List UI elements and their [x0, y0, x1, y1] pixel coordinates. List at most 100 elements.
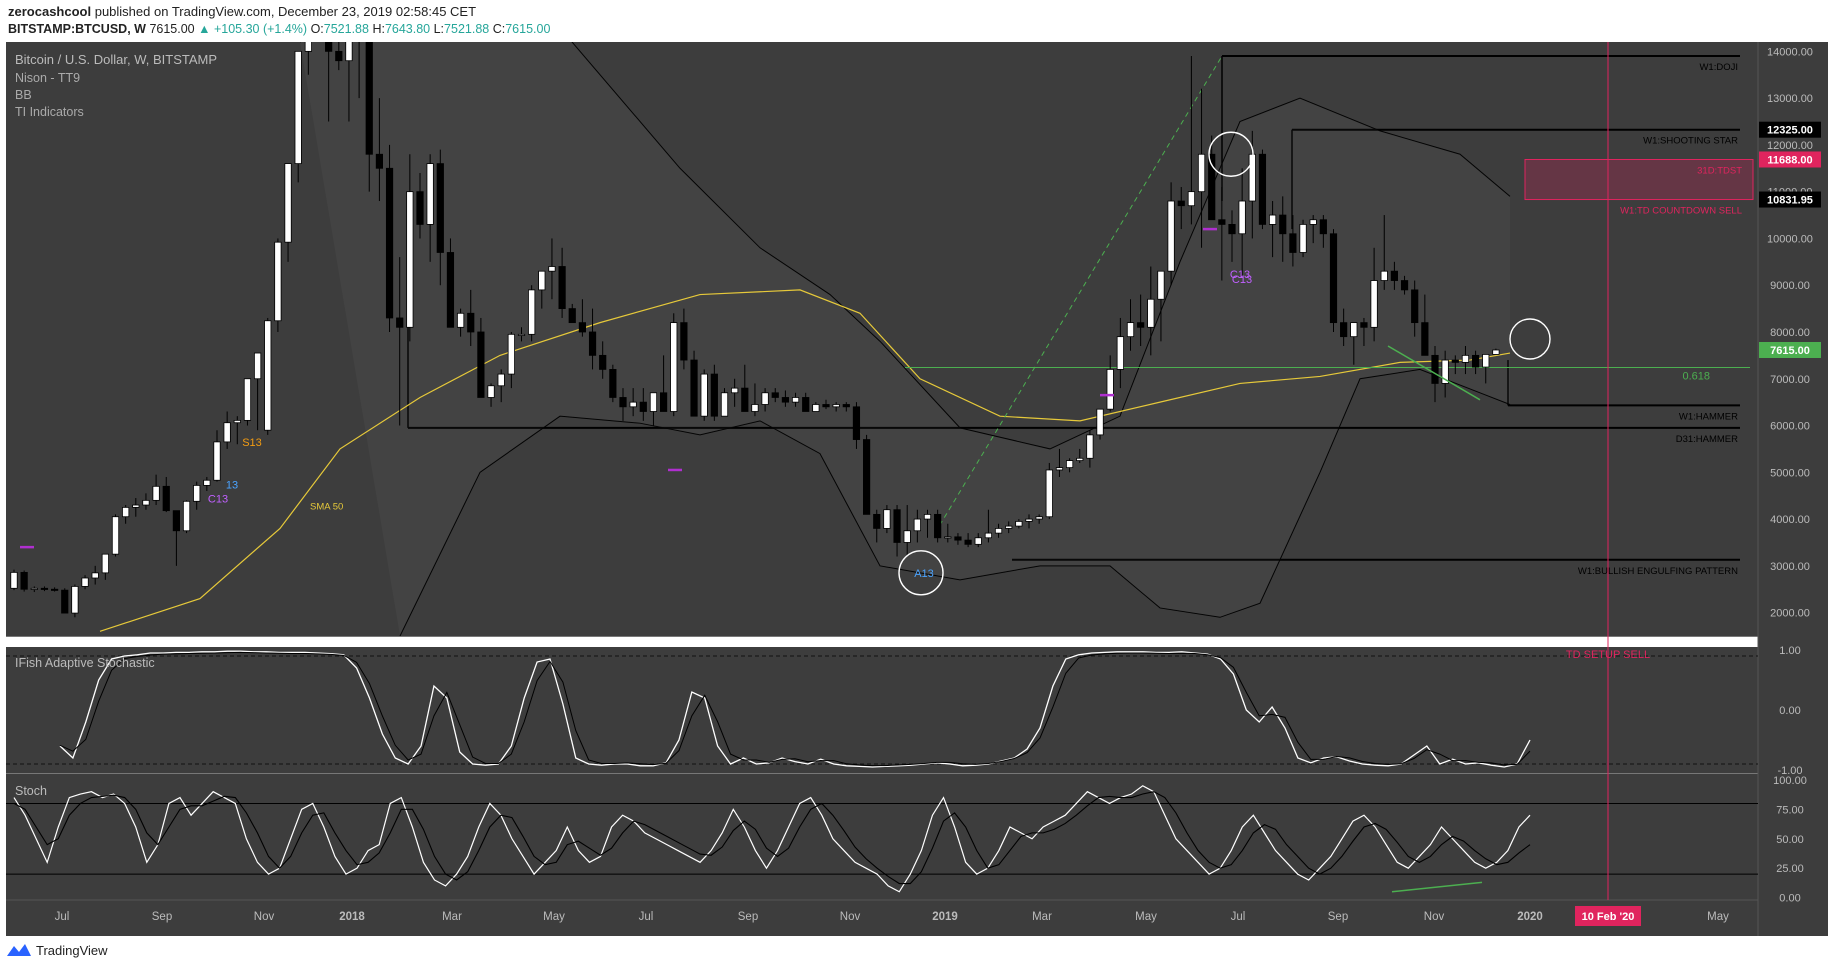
- candle-body: [578, 322, 587, 333]
- candle-body: [791, 397, 800, 403]
- stoch-pane[interactable]: [6, 785, 1758, 893]
- pane-divider[interactable]: [6, 636, 1758, 637]
- time-scale-bg[interactable]: [6, 900, 1828, 936]
- ifish-tick-label: 1.00: [1779, 645, 1800, 657]
- main-pane[interactable]: W1:DOJI W1:SHOOTING STAR W1:HAMMER D31:HAMM…: [10, 0, 1754, 636]
- candle-body: [436, 163, 444, 253]
- price-scale-bg[interactable]: [1758, 42, 1828, 900]
- footer-brand[interactable]: TradingView: [6, 942, 108, 958]
- brand-name: TradingView: [36, 942, 108, 958]
- candle-body: [609, 369, 617, 398]
- price-tick-label: 13000.00: [1767, 93, 1813, 105]
- candle-body: [1197, 153, 1206, 193]
- candle-body: [1411, 289, 1419, 324]
- candle-body: [1248, 153, 1256, 202]
- time-tick-label: Jul: [639, 911, 654, 923]
- candle-body: [903, 530, 911, 543]
- candle-body: [1025, 518, 1033, 522]
- ifish-title[interactable]: IFish Adaptive Stochastic: [15, 656, 155, 670]
- ifish-signal-line: [59, 651, 1531, 767]
- stoch-tick-label: 75.00: [1776, 804, 1804, 816]
- candle-body: [40, 587, 49, 590]
- highlight-circle: [898, 550, 944, 596]
- candle-body: [111, 516, 120, 555]
- candle-body: [660, 392, 668, 412]
- symbol-label[interactable]: BITSTAMP:BTCUSD, W: [8, 22, 146, 36]
- candle-body: [172, 510, 180, 532]
- time-tick-label: 2019: [932, 911, 958, 923]
- candle-body: [619, 397, 627, 408]
- price-tick-label: 7000.00: [1770, 374, 1810, 386]
- time-tick-label: Jul: [1231, 911, 1246, 923]
- published-text: published on TradingView.com, December 2…: [94, 4, 477, 19]
- td-annotation: 13: [226, 480, 238, 492]
- candle-body: [1461, 354, 1470, 363]
- candle-body: [1472, 354, 1480, 368]
- candle-body: [822, 404, 830, 408]
- candle-body: [1370, 280, 1378, 328]
- candle-body: [456, 312, 465, 328]
- candle-body: [30, 587, 38, 590]
- time-tick-label: Nov: [840, 911, 861, 923]
- candle-body: [1431, 354, 1439, 384]
- candle-body: [832, 404, 840, 408]
- stoch-title[interactable]: Stoch: [15, 784, 47, 798]
- fib-projection: [934, 55, 1223, 534]
- candle-body: [812, 404, 820, 412]
- candle-body: [1309, 219, 1317, 225]
- time-tick-label: Mar: [442, 911, 462, 923]
- tradingview-logo-icon: [7, 944, 31, 956]
- level-label: D31:HAMMER: [1676, 434, 1738, 445]
- stoch-tick-label: 50.00: [1776, 834, 1804, 846]
- legend-item[interactable]: BB: [15, 88, 32, 102]
- td-annotation: C13: [208, 494, 228, 506]
- price-badge-label: 7615.00: [1770, 345, 1810, 357]
- candle-body: [81, 577, 89, 587]
- candle-body: [1258, 153, 1267, 225]
- high-label: H:: [372, 22, 385, 36]
- legend-item[interactable]: Nison - TT9: [15, 71, 80, 85]
- publish-info: zerocashcool published on TradingView.co…: [8, 4, 476, 19]
- candle-body: [325, 42, 333, 52]
- candle-body: [193, 484, 201, 502]
- open-label: O:: [310, 22, 324, 36]
- candle-body: [375, 153, 384, 169]
- price-tick-label: 6000.00: [1770, 421, 1810, 433]
- candle-body: [446, 252, 455, 328]
- stoch-tick-label: 0.00: [1779, 893, 1800, 905]
- time-tick-label: Sep: [152, 911, 172, 923]
- chart-svg[interactable]: W1:DOJI W1:SHOOTING STAR W1:HAMMER D31:HAMM…: [0, 0, 1828, 940]
- author-name[interactable]: zerocashcool: [8, 4, 92, 19]
- stoch-d-line: [13, 791, 1531, 885]
- price-tick-label: 9000.00: [1770, 280, 1810, 292]
- candle-body: [1167, 200, 1175, 272]
- price-tick-label: 3000.00: [1770, 561, 1810, 573]
- candle-body: [1055, 467, 1064, 471]
- td-annotation: S13: [242, 437, 262, 449]
- price-tick-label: 4000.00: [1770, 514, 1810, 526]
- price-tick-label: 8000.00: [1770, 327, 1810, 339]
- bollinger-lower: [399, 368, 1511, 636]
- candle-body: [629, 401, 637, 408]
- ifish-pane-bg[interactable]: [6, 647, 1758, 773]
- candle-body: [1289, 233, 1297, 253]
- legend-item[interactable]: TI Indicators: [15, 105, 84, 119]
- candle-body: [1096, 408, 1104, 436]
- time-tick-label: May: [543, 911, 565, 923]
- candle-body: [122, 506, 130, 518]
- candle-body: [528, 289, 536, 335]
- ifish-pane[interactable]: [6, 650, 1758, 768]
- pane-divider[interactable]: [6, 773, 1758, 774]
- stoch-pane-bg[interactable]: [6, 774, 1758, 900]
- legend-title[interactable]: Bitcoin / U.S. Dollar, W, BITSTAMP: [15, 52, 217, 67]
- ohlc-header: BITSTAMP:BTCUSD, W 7615.00 ▲ +105.30 (+1…: [8, 22, 550, 36]
- candle-body: [356, 0, 362, 28]
- candle-body: [913, 518, 921, 532]
- candle-body: [497, 373, 505, 387]
- time-tick-label: Nov: [1424, 911, 1445, 923]
- candle-body: [842, 404, 850, 408]
- price-badge: [1759, 121, 1821, 138]
- time-tick-label: Sep: [1328, 911, 1348, 923]
- candle-body: [1106, 369, 1114, 410]
- stoch-tick-label: 25.00: [1776, 863, 1804, 875]
